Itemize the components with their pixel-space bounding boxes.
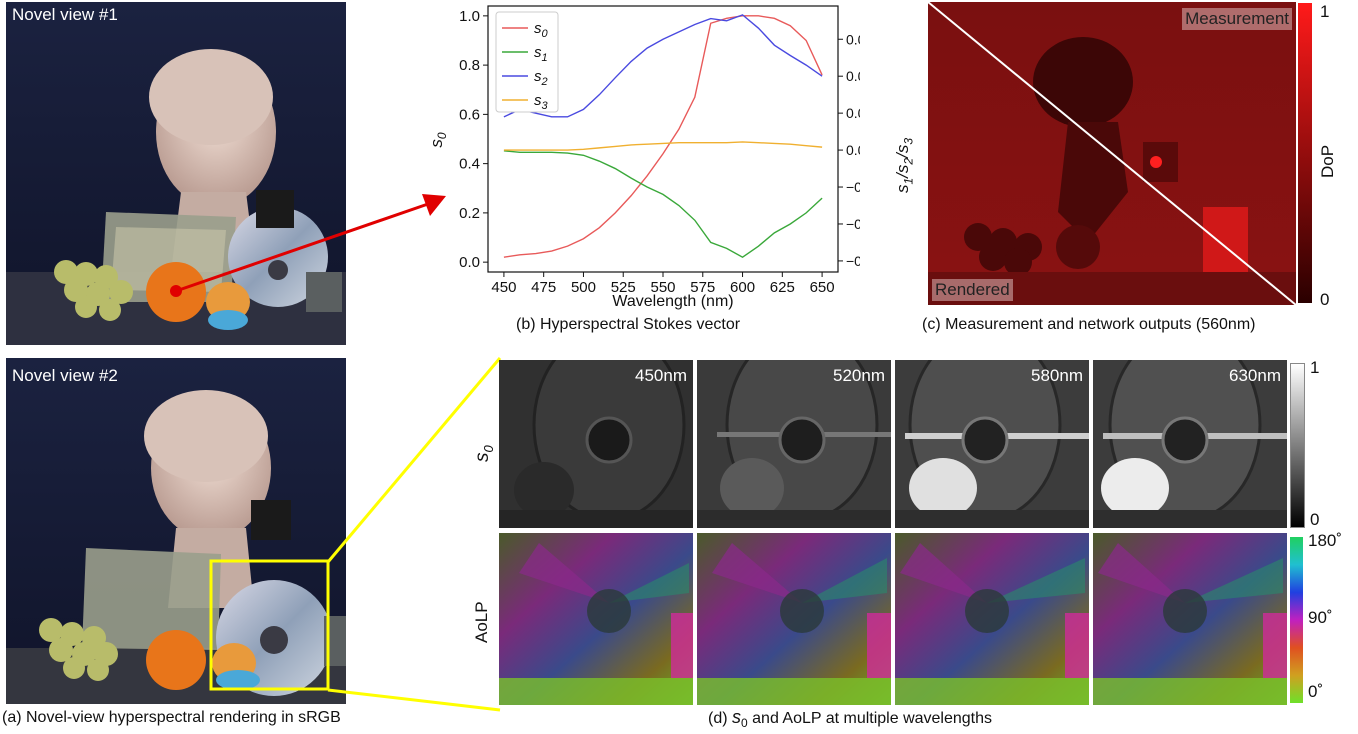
y-left-tick-label-2: 0.4 bbox=[459, 156, 480, 173]
legend-label-s3: s3 bbox=[534, 92, 549, 112]
dop-colorbar-label: DoP bbox=[1318, 144, 1337, 178]
wavelength-label-450: 450nm bbox=[635, 366, 687, 385]
dop-colorbar-min: 0 bbox=[1320, 290, 1330, 309]
s0-tile-520: 520nm bbox=[697, 360, 891, 528]
legend-label-s0: s0 bbox=[534, 20, 549, 40]
legend-box bbox=[495, 11, 559, 113]
x-tick-label-1: 475 bbox=[531, 279, 556, 296]
x-tick-label-0: 450 bbox=[491, 279, 516, 296]
zoom-lines bbox=[326, 357, 502, 712]
series-line-s1 bbox=[503, 150, 823, 259]
panel-b-caption: (b) Hyperspectral Stokes vector bbox=[516, 316, 741, 333]
y-axis-left-label: s0 bbox=[427, 132, 449, 148]
y-right-tick-label-0: 0.015 bbox=[846, 31, 860, 47]
panel-a-caption: (a) Novel-view hyperspectral rendering i… bbox=[2, 709, 341, 726]
pointer-arrow bbox=[170, 194, 446, 297]
aolp-colorbar bbox=[1290, 537, 1303, 703]
aolp-row-label: AoLP bbox=[472, 601, 491, 643]
y-right-tick-label-4: −0.005 bbox=[846, 179, 860, 195]
aolp-colorbar-mid: 90˚ bbox=[1308, 608, 1333, 627]
aolp-tile-630 bbox=[1093, 533, 1287, 705]
y-left-tick-label-5: 1.0 bbox=[459, 8, 480, 25]
wavelength-label-630: 630nm bbox=[1229, 366, 1281, 385]
y-left-tick-label-0: 0.0 bbox=[459, 254, 480, 271]
dop-colorbar bbox=[1298, 3, 1312, 303]
y-left-tick-label-3: 0.6 bbox=[459, 106, 480, 123]
novel-view-2-image: Novel view #2 bbox=[6, 358, 346, 704]
x-tick-label-3: 525 bbox=[611, 279, 636, 296]
series-line-s2 bbox=[503, 14, 823, 118]
x-tick-label-6: 600 bbox=[730, 279, 755, 296]
wavelength-label-520: 520nm bbox=[833, 366, 885, 385]
x-tick-label-8: 650 bbox=[810, 279, 835, 296]
x-tick-label-7: 625 bbox=[770, 279, 795, 296]
novel-view-1-image: Novel view #1 bbox=[6, 2, 346, 345]
dop-image: Measurement Rendered bbox=[928, 2, 1296, 305]
stokes-vector-chart: 450 475 500 525 550 575 600 625 650 0.0 0.2 0.4 0.6 0… bbox=[427, 5, 860, 310]
novel-view-1-label: Novel view #1 bbox=[12, 5, 118, 24]
series-line-s3 bbox=[503, 141, 823, 151]
s0-row-label: s0 bbox=[472, 445, 496, 462]
aolp-tile-580 bbox=[895, 533, 1089, 705]
rendered-label: Rendered bbox=[932, 279, 1013, 301]
series-line-s0 bbox=[503, 15, 823, 258]
aolp-tile-520 bbox=[697, 533, 891, 705]
panel-d-caption: (d) s0 and AoLP at multiple wavelengths bbox=[708, 707, 993, 731]
y-right-tick-label-3: 0.000 bbox=[846, 142, 860, 158]
legend-label-s2: s2 bbox=[534, 68, 548, 88]
x-tick-label-5: 575 bbox=[690, 279, 715, 296]
x-tick-label-4: 550 bbox=[650, 279, 675, 296]
s0-colorbar bbox=[1290, 363, 1305, 528]
measurement-label: Measurement bbox=[1182, 8, 1292, 30]
y-right-tick-label-2: 0.005 bbox=[846, 105, 860, 121]
legend-label-s1: s1 bbox=[534, 44, 548, 64]
novel-view-2-label: Novel view #2 bbox=[12, 366, 118, 385]
dop-colorbar-max: 1 bbox=[1320, 2, 1330, 21]
y-right-tick-label-6: −0.015 bbox=[846, 253, 860, 269]
panel-c-caption: (c) Measurement and network outputs (560… bbox=[922, 316, 1256, 333]
y-right-tick-label-5: −0.010 bbox=[846, 216, 860, 232]
s0-colorbar-max: 1 bbox=[1310, 358, 1320, 377]
x-axis-label: Wavelength (nm) bbox=[612, 293, 733, 310]
s0-tile-450: 450nm bbox=[499, 360, 693, 528]
y-left-tick-label-4: 0.8 bbox=[459, 57, 480, 74]
s0-tile-630: 630nm bbox=[1093, 360, 1287, 528]
aolp-colorbar-min: 0˚ bbox=[1308, 682, 1324, 701]
y-axis-right-label-text: s1/s2/s3 bbox=[893, 137, 916, 193]
y-right-tick-label-1: 0.010 bbox=[846, 68, 860, 84]
x-tick-label-2: 500 bbox=[571, 279, 596, 296]
aolp-tile-450 bbox=[499, 533, 693, 705]
aolp-colorbar-max: 180˚ bbox=[1308, 531, 1343, 550]
wavelength-label-580: 580nm bbox=[1031, 366, 1083, 385]
s0-tile-580: 580nm bbox=[895, 360, 1089, 528]
s0-colorbar-min: 0 bbox=[1310, 510, 1320, 529]
y-left-tick-label-1: 0.2 bbox=[459, 205, 480, 222]
